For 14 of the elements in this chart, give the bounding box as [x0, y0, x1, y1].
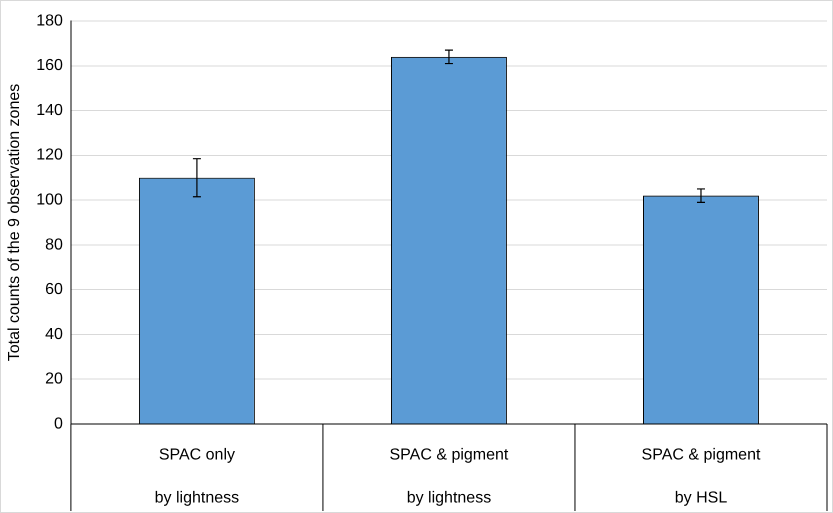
y-tick-label: 120	[36, 146, 63, 164]
y-tick-label: 20	[45, 370, 63, 388]
category-label: SPAC & pigment by HSL	[642, 446, 760, 506]
y-tick-label: 160	[36, 57, 63, 74]
y-tick-label: 60	[45, 281, 63, 298]
y-tick-label: 0	[54, 415, 63, 432]
y-tick-label: 140	[36, 102, 63, 119]
category-label: SPAC only by lightness	[154, 446, 240, 506]
y-axis-title: Total counts of the 9 observation zones	[6, 84, 24, 362]
category-label: SPAC & pigment by lightness	[390, 446, 508, 506]
y-tick-label: 180	[36, 12, 63, 30]
y-tick-label: 100	[36, 192, 63, 209]
y-tick-label: 80	[45, 236, 63, 254]
y-tick-label: 40	[45, 326, 63, 343]
